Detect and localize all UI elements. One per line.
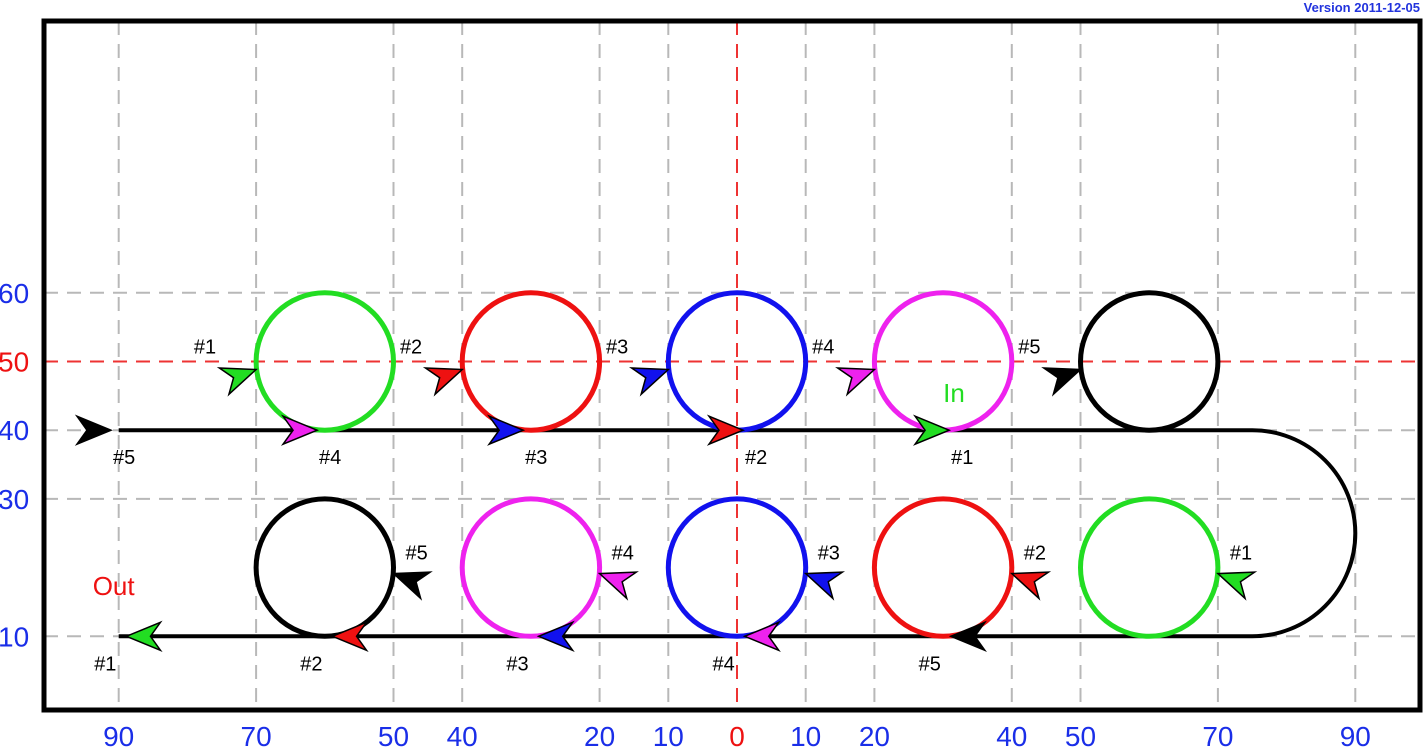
version-label: Version 2011-12-05: [1303, 0, 1420, 15]
lower-track-arrow: [536, 620, 575, 652]
loop-label: #4: [612, 543, 634, 565]
track-marker-label: #5: [919, 653, 941, 675]
x-tick-label: 70: [241, 721, 272, 748]
track-marker-label: #4: [319, 447, 341, 469]
track-marker-label: #2: [300, 653, 322, 675]
track-marker-label: #2: [745, 447, 767, 469]
markers: #1 #2 #3 #4 #5 #1 #2 #3 #4 #5: [74, 414, 987, 675]
upper-loop-arrow: [628, 367, 671, 397]
track-marker-label: #1: [94, 653, 116, 675]
loop-label: #1: [1230, 543, 1252, 565]
loops: #5 #4 #3 #2 #1 #1 #2 #3 #4 #5: [194, 290, 1258, 639]
lower-loop-blue: [665, 496, 809, 639]
loop-label: #3: [606, 337, 628, 359]
x-tick-label: 70: [1202, 721, 1233, 748]
track-marker-label: #3: [525, 447, 547, 469]
grid: [44, 21, 1420, 710]
axes: 90 70 50 40 20 10 0 10 20 40 50 70 90 60 50 40 30 10: [0, 278, 1371, 748]
lower-loop-arrow: [1216, 571, 1258, 601]
x-tick-label: 90: [103, 721, 134, 748]
lower-loop-arrow: [597, 571, 639, 601]
lower-track-arrow: [124, 620, 163, 652]
lower-track-arrow: [742, 620, 781, 652]
loop-label: #2: [1024, 543, 1046, 565]
lower-loop-arrow: [803, 571, 846, 601]
track-marker-label: #1: [951, 447, 973, 469]
upper-track-arrow: [280, 414, 320, 446]
upper-track-arrow: [706, 414, 745, 446]
x-tick-label: 90: [1340, 721, 1371, 748]
lower-loop-black: [253, 496, 396, 639]
x-tick-label: 40: [447, 721, 478, 748]
lower-track-arrow: [948, 620, 987, 652]
loop-label: #3: [818, 543, 840, 565]
y-tick-label: 40: [0, 415, 29, 446]
lower-loop-red: [871, 496, 1015, 639]
main-track: [118, 428, 1358, 639]
upper-track-arrow: [74, 414, 113, 446]
x-tick-label: 10: [790, 721, 821, 748]
loop-label: #5: [1018, 337, 1040, 359]
upper-loop-arrow: [1041, 367, 1083, 397]
lower-loop-arrow: [1009, 571, 1052, 601]
loop-label: #1: [194, 337, 216, 359]
loop-label: #2: [400, 337, 422, 359]
diagram-frame: [41, 18, 1423, 713]
lower-loop-magenta: [459, 496, 603, 639]
loop-label: #4: [812, 337, 834, 359]
y-tick-label: 30: [0, 484, 29, 515]
track-marker-label: #3: [506, 653, 528, 675]
lower-track-arrow: [330, 620, 369, 652]
upper-loop-arrow: [422, 367, 465, 397]
in-label: In: [943, 378, 965, 408]
track-marker-label: #5: [113, 447, 135, 469]
x-tick-label: 40: [996, 721, 1027, 748]
x-tick-label: 50: [378, 721, 409, 748]
lower-loop-arrow: [391, 571, 433, 601]
track-path: [118, 428, 1358, 639]
out-label: Out: [93, 571, 136, 601]
upper-loop-black: [1078, 290, 1221, 433]
x-tick-label: 10: [653, 721, 684, 748]
upper-track-arrow: [487, 414, 526, 446]
lower-loop-green: [1078, 496, 1221, 639]
x-tick-label: 50: [1065, 721, 1096, 748]
y-tick-label: 50: [0, 347, 29, 378]
upper-loop-arrow: [216, 367, 258, 397]
x-tick-label: 20: [859, 721, 890, 748]
x-tick-label: 0: [729, 721, 745, 748]
upper-loop-green: [253, 290, 396, 433]
x-tick-label: 20: [584, 721, 615, 748]
track-marker-label: #4: [712, 653, 734, 675]
upper-loop-arrow: [835, 367, 877, 397]
upper-track-arrow: [912, 414, 952, 446]
upper-loop-red: [459, 290, 603, 433]
y-tick-label: 10: [0, 621, 29, 652]
y-tick-label: 60: [0, 278, 29, 309]
loop-label: #5: [406, 543, 428, 565]
